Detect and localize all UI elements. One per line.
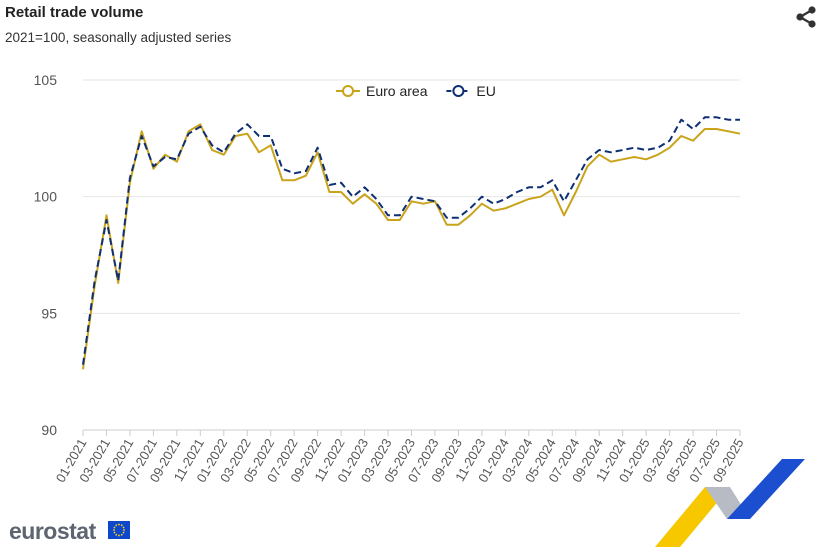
legend-marker [342, 85, 354, 97]
eu-flag-icon [108, 521, 130, 539]
eurostat-logo: eurostat [9, 518, 96, 544]
share-icon[interactable] [795, 6, 817, 28]
y-tick-label: 90 [41, 422, 57, 438]
chart-subtitle: 2021=100, seasonally adjusted series [5, 30, 232, 45]
decorative-ribbon-graphic [655, 459, 805, 547]
legend-marker [452, 85, 465, 97]
legend-label: Euro area [366, 83, 428, 99]
legend-label: EU [476, 83, 495, 99]
chart-title: Retail trade volume [5, 4, 144, 21]
y-tick-label: 95 [41, 305, 57, 321]
y-tick-label: 100 [34, 189, 58, 205]
series-line-euro-area [82, 123, 741, 370]
y-tick-label: 105 [34, 72, 58, 88]
series-line-eu [82, 116, 740, 365]
